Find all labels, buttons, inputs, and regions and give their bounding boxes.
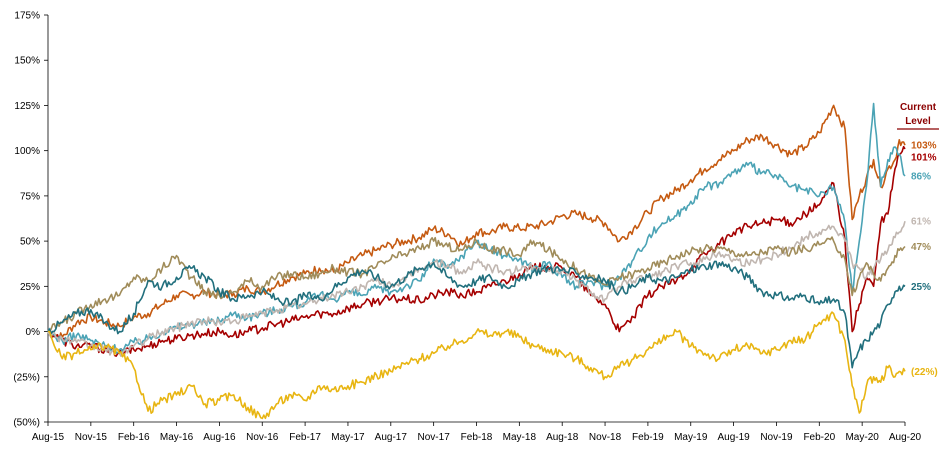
x-tick-label: Feb-19	[632, 432, 664, 443]
end-labels: 103%101% 86% 61% 47% 25% (22%)	[911, 141, 938, 378]
series-line	[47, 220, 906, 358]
x-axis: Aug-15 Nov-15 Feb-16 May-16 Aug-16 Nov-16 Feb-…	[32, 421, 922, 443]
x-tick-label: Aug-20	[889, 432, 922, 443]
y-tick-label: 50%	[20, 237, 40, 248]
x-tick-label: May-19	[674, 432, 708, 443]
series-end-label: 47%	[911, 242, 931, 253]
y-tick-label: 75%	[20, 191, 40, 202]
x-tick-label: Aug-19	[717, 432, 750, 443]
y-tick-label: 150%	[14, 56, 40, 67]
series-line	[47, 104, 906, 341]
series-end-label: 103%	[911, 141, 937, 152]
x-tick-label: Aug-17	[375, 432, 408, 443]
y-tick-label: 0%	[26, 327, 41, 338]
series-line	[47, 260, 906, 369]
x-tick-label: May-18	[503, 432, 537, 443]
series-line	[47, 102, 906, 354]
series-end-label: 25%	[911, 282, 931, 293]
x-tick-label: Feb-20	[803, 432, 835, 443]
series-end-label: 101%	[911, 153, 937, 164]
x-tick-label: Feb-17	[289, 432, 321, 443]
y-tick-label: (50%)	[13, 418, 40, 429]
legend-title: Current	[900, 102, 937, 113]
x-tick-label: Aug-16	[203, 432, 236, 443]
series-line	[47, 145, 906, 357]
y-tick-label: (25%)	[13, 372, 40, 383]
x-tick-label: Nov-16	[246, 432, 279, 443]
series-end-label: 86%	[911, 171, 931, 182]
legend-title-line2: Level	[905, 116, 931, 127]
x-tick-label: Aug-15	[32, 432, 65, 443]
x-tick-label: Aug-18	[546, 432, 579, 443]
x-tick-label: Feb-18	[461, 432, 493, 443]
x-tick-label: May-20	[845, 432, 879, 443]
series-end-label: 61%	[911, 217, 931, 228]
x-tick-label: Nov-18	[589, 432, 622, 443]
y-tick-label: 175%	[14, 11, 40, 22]
y-axis: 175% 150% 125% 100% 75% 50% 25% 0% (25%) (50%)	[13, 11, 49, 429]
x-tick-label: Nov-15	[75, 432, 108, 443]
y-tick-label: 25%	[20, 282, 40, 293]
x-tick-label: May-17	[331, 432, 365, 443]
series-end-label: (22%)	[911, 367, 938, 378]
x-tick-label: Feb-16	[118, 432, 150, 443]
x-tick-label: Nov-19	[760, 432, 793, 443]
x-tick-label: May-16	[160, 432, 194, 443]
y-tick-label: 125%	[14, 101, 40, 112]
y-tick-label: 100%	[14, 146, 40, 157]
series-line	[48, 311, 906, 420]
series-line	[48, 236, 906, 333]
x-tick-label: Nov-17	[418, 432, 451, 443]
legend: Current Level	[897, 102, 939, 130]
series-lines	[47, 102, 906, 420]
